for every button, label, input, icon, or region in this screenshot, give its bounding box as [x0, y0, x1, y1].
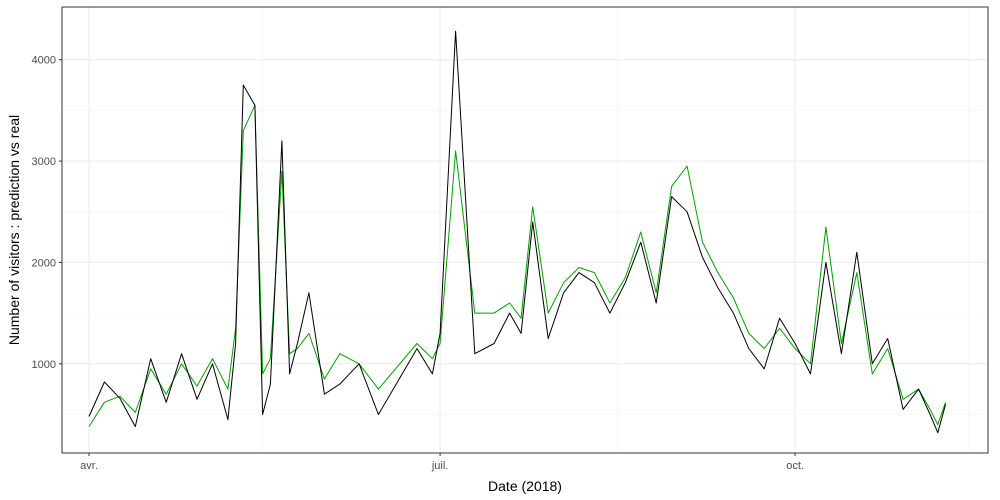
- y-tick-label: 3000: [32, 156, 56, 168]
- x-tick-label: avr.: [80, 460, 98, 472]
- x-axis-title: Date (2018): [488, 478, 562, 494]
- grid: [62, 7, 988, 453]
- series-lines: [88, 30, 947, 434]
- axis-ticks: 1000 2000 3000 4000 avr. juil. oct.: [32, 55, 804, 472]
- x-tick-label: juil.: [431, 460, 449, 472]
- y-tick-label: 2000: [32, 257, 56, 269]
- panel-background: [62, 7, 988, 453]
- x-tick-label: oct.: [786, 460, 804, 472]
- series-line-1: [88, 30, 947, 434]
- y-tick-label: 4000: [32, 55, 56, 67]
- series-line-2: [88, 104, 947, 427]
- panel-border: [61, 6, 989, 454]
- y-axis-title: Number of visitors : prediction vs real: [6, 115, 22, 345]
- y-tick-label: 1000: [32, 359, 56, 371]
